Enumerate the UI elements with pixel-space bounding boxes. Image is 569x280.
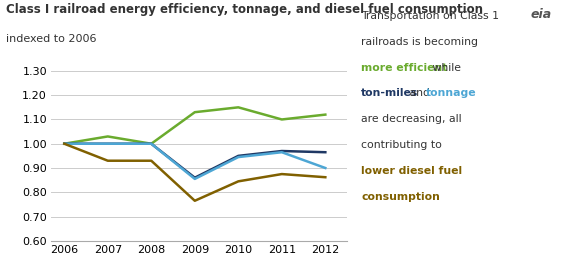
Text: lower diesel fuel: lower diesel fuel: [361, 166, 463, 176]
Text: are decreasing, all: are decreasing, all: [361, 114, 462, 124]
Text: indexed to 2006: indexed to 2006: [6, 34, 96, 44]
Text: .: .: [418, 192, 422, 202]
Text: ton-miles: ton-miles: [361, 88, 419, 99]
Text: and: and: [406, 88, 433, 99]
Text: tonnage: tonnage: [426, 88, 476, 99]
Text: contributing to: contributing to: [361, 140, 442, 150]
Text: consumption: consumption: [361, 192, 440, 202]
Text: Class I railroad energy efficiency, tonnage, and diesel fuel consumption: Class I railroad energy efficiency, tonn…: [6, 3, 483, 16]
Text: more efficient: more efficient: [361, 63, 448, 73]
Text: Transportation on Class 1: Transportation on Class 1: [361, 11, 500, 21]
Text: while: while: [429, 63, 461, 73]
Text: railroads is becoming: railroads is becoming: [361, 37, 479, 47]
Text: eia: eia: [531, 8, 552, 21]
